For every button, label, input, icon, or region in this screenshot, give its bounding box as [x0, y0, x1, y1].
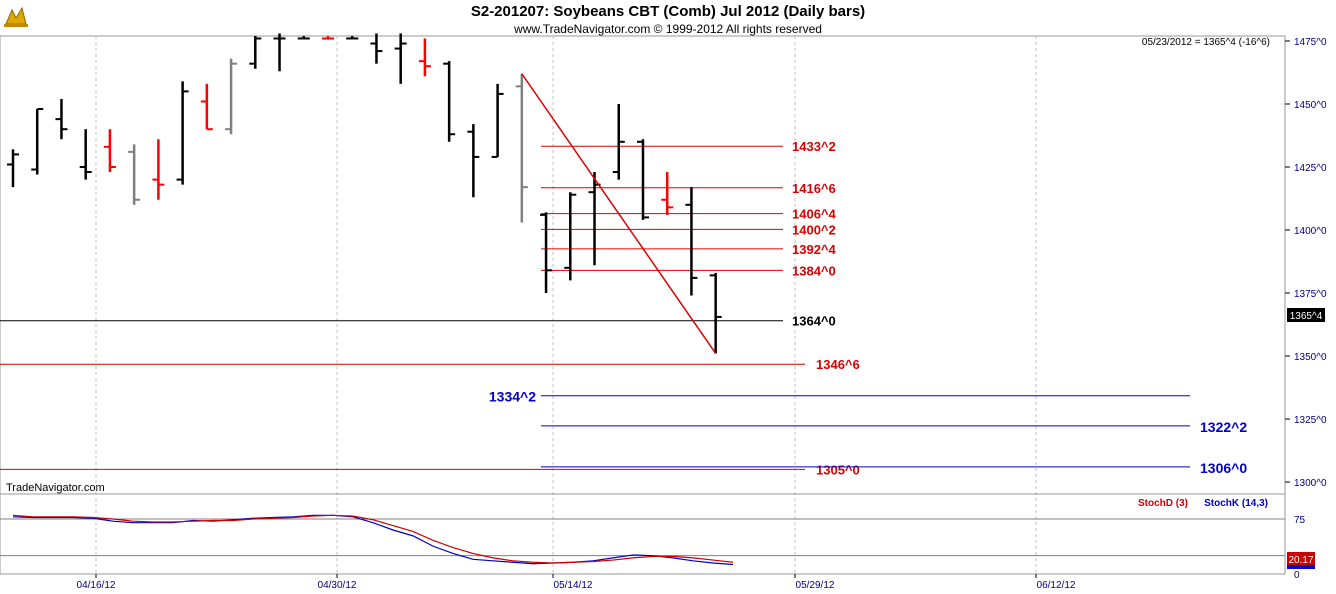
ohlc-bar [31, 108, 44, 175]
stoch-d-legend: StochD (3) [1138, 498, 1188, 509]
chart-title: S2-201207: Soybeans CBT (Comb) Jul 2012 … [471, 3, 865, 20]
ohlc-bar [321, 35, 334, 40]
stoch-tag: 20.17 [1287, 552, 1315, 569]
ohlc-bar [346, 35, 359, 40]
ohlc-bar [540, 212, 553, 293]
vertical-grid [95, 36, 1037, 574]
y-tick-label: 1325^0 [1294, 415, 1327, 426]
ohlc-bar [685, 187, 698, 296]
stoch-tick-label: 0 [1294, 570, 1300, 581]
price-tag: 1365^4 [1287, 308, 1325, 322]
fib-level-label: 1392^4 [792, 242, 837, 257]
stoch-d-line [12, 514, 734, 564]
projection-level-label: 1322^2 [1200, 419, 1247, 435]
ohlc-bar [176, 81, 189, 185]
ohlc-bar [152, 139, 165, 200]
ohlc-bar [515, 73, 528, 223]
chart-subtitle: www.TradeNavigator.com © 1999-2012 All r… [513, 22, 822, 36]
ohlc-bar [612, 104, 625, 180]
ohlc-bar [79, 129, 92, 180]
level-label: 1364^0 [792, 314, 836, 329]
projection-level-label: 1334^2 [489, 389, 536, 405]
trend-line [521, 73, 717, 354]
stochastic-panel: 75250 [0, 514, 1306, 581]
y-tick-label: 1350^0 [1294, 352, 1327, 363]
fib-level-label: 1384^0 [792, 263, 836, 278]
ohlc-bar [7, 149, 19, 188]
quote-readout: 05/23/2012 = 1365^4 (-16^6) [1142, 37, 1270, 48]
stoch-tick-label: 75 [1294, 515, 1306, 526]
x-tick-label: 04/16/12 [77, 580, 116, 591]
ohlc-bar [103, 129, 116, 173]
ohlc-bar [564, 192, 577, 281]
tradenavigator-logo [4, 6, 28, 27]
x-tick-label: 06/12/12 [1037, 580, 1076, 591]
ohlc-bar [200, 83, 213, 131]
projection-level-label: 1306^0 [1200, 460, 1247, 476]
svg-text:1365^4: 1365^4 [1290, 311, 1323, 322]
y-tick-label: 1475^0 [1294, 37, 1327, 48]
ohlc-bar [394, 33, 407, 84]
x-tick-label: 05/14/12 [554, 580, 593, 591]
y-tick-label: 1450^0 [1294, 100, 1327, 111]
ohlc-bar [661, 172, 674, 215]
ohlc-bar [370, 33, 383, 64]
fib-level-label: 1400^2 [792, 222, 836, 237]
date-axis: 04/16/12 04/30/12 05/14/12 05/29/12 06/12/12 [77, 574, 1076, 591]
stoch-k-line [12, 514, 734, 566]
ohlc-bar [418, 38, 431, 77]
fib-level-label: 1416^6 [792, 181, 836, 196]
svg-text:20.17: 20.17 [1288, 555, 1313, 566]
ohlc-bar [491, 83, 504, 158]
price-axis: 1475^0 1450^0 1425^0 1400^0 1375^0 1350^0 1325… [1285, 37, 1327, 489]
y-tick-label: 1425^0 [1294, 163, 1327, 174]
ohlc-bar [249, 35, 262, 69]
ohlc-bar [636, 139, 649, 220]
watermark: TradeNavigator.com [6, 482, 105, 494]
x-tick-label: 05/29/12 [796, 580, 835, 591]
ohlc-bar [297, 35, 310, 40]
ohlc-bar [128, 144, 141, 205]
ohlc-bar [273, 33, 286, 72]
ohlc-bar [225, 58, 238, 135]
fib-level-label: 1406^4 [792, 207, 837, 222]
ohlc-bar [709, 272, 722, 354]
ohlc-bar [467, 124, 480, 198]
y-tick-label: 1300^0 [1294, 478, 1327, 489]
ohlc-bar [55, 98, 68, 140]
y-tick-label: 1375^0 [1294, 289, 1327, 300]
support-level-label: 1346^6 [816, 357, 860, 372]
x-tick-label: 04/30/12 [318, 580, 357, 591]
ohlc-bars [7, 33, 722, 354]
fib-level-label: 1433^2 [792, 139, 836, 154]
support-level-label: 1305^0 [816, 462, 860, 477]
y-tick-label: 1400^0 [1294, 226, 1327, 237]
stoch-k-legend: StochK (14,3) [1204, 498, 1268, 509]
ohlc-bar [443, 61, 456, 142]
